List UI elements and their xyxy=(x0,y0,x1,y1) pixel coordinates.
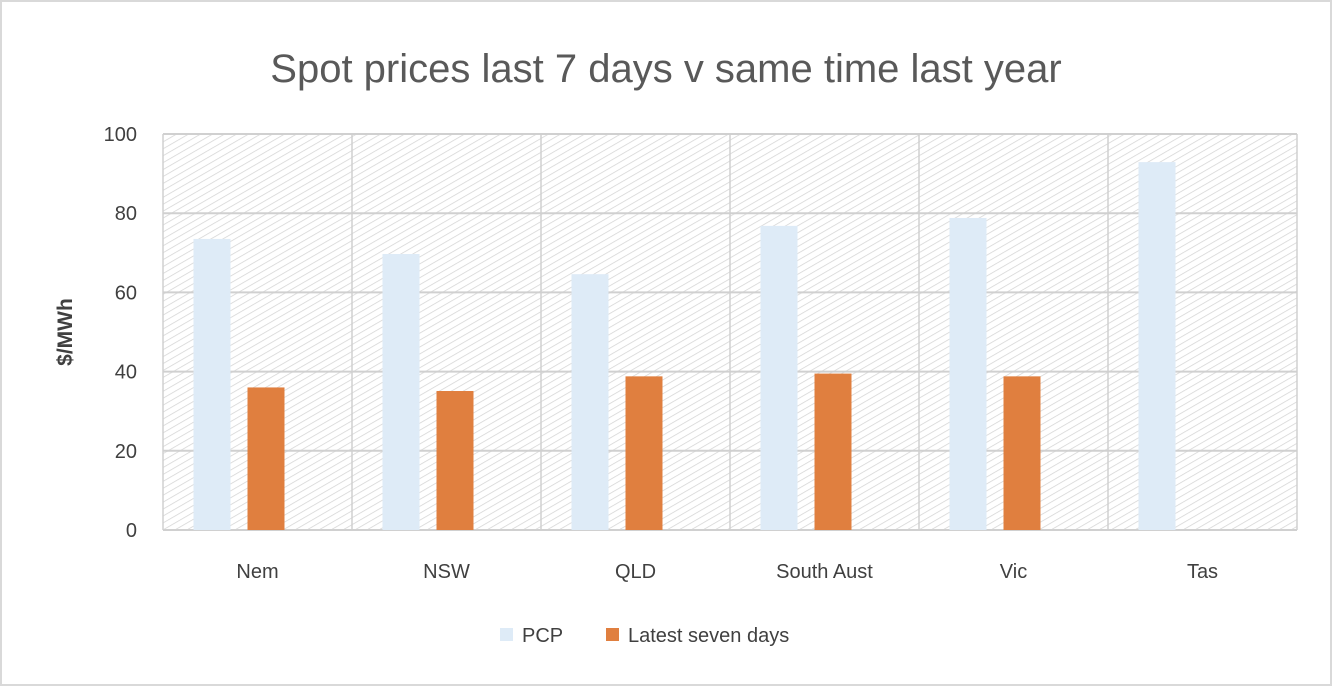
x-tick-label: NSW xyxy=(423,561,470,583)
bar-latest-seven-days xyxy=(814,373,852,530)
x-tick-label: Vic xyxy=(1000,561,1027,583)
bar-pcp xyxy=(760,225,798,530)
x-tick-label: Tas xyxy=(1187,561,1218,583)
legend-swatch xyxy=(500,628,513,641)
y-axis-label: $/MWh xyxy=(54,298,77,366)
x-tick-label: QLD xyxy=(615,561,656,583)
bar-pcp xyxy=(1138,162,1176,530)
legend-swatch xyxy=(606,628,619,641)
bar-pcp xyxy=(382,253,420,530)
bar-latest-seven-days xyxy=(625,376,663,530)
y-tick-label: 80 xyxy=(115,203,137,225)
bar-latest-seven-days xyxy=(1003,376,1041,530)
y-tick-label: 20 xyxy=(115,441,137,463)
legend-label: Latest seven days xyxy=(628,625,789,647)
y-tick-label: 60 xyxy=(115,282,137,304)
bar-pcp xyxy=(193,238,231,530)
bar-pcp xyxy=(571,274,609,530)
chart-title: Spot prices last 7 days v same time last… xyxy=(270,47,1061,91)
legend-label: PCP xyxy=(522,625,563,647)
y-tick-label: 100 xyxy=(104,124,137,146)
x-tick-label: South Aust xyxy=(776,561,873,583)
y-tick-label: 0 xyxy=(126,520,137,542)
bar-latest-seven-days xyxy=(247,387,285,530)
bar-pcp xyxy=(949,217,987,530)
y-tick-label: 40 xyxy=(115,362,137,384)
bar-latest-seven-days xyxy=(436,391,474,530)
x-tick-label: Nem xyxy=(236,561,278,583)
